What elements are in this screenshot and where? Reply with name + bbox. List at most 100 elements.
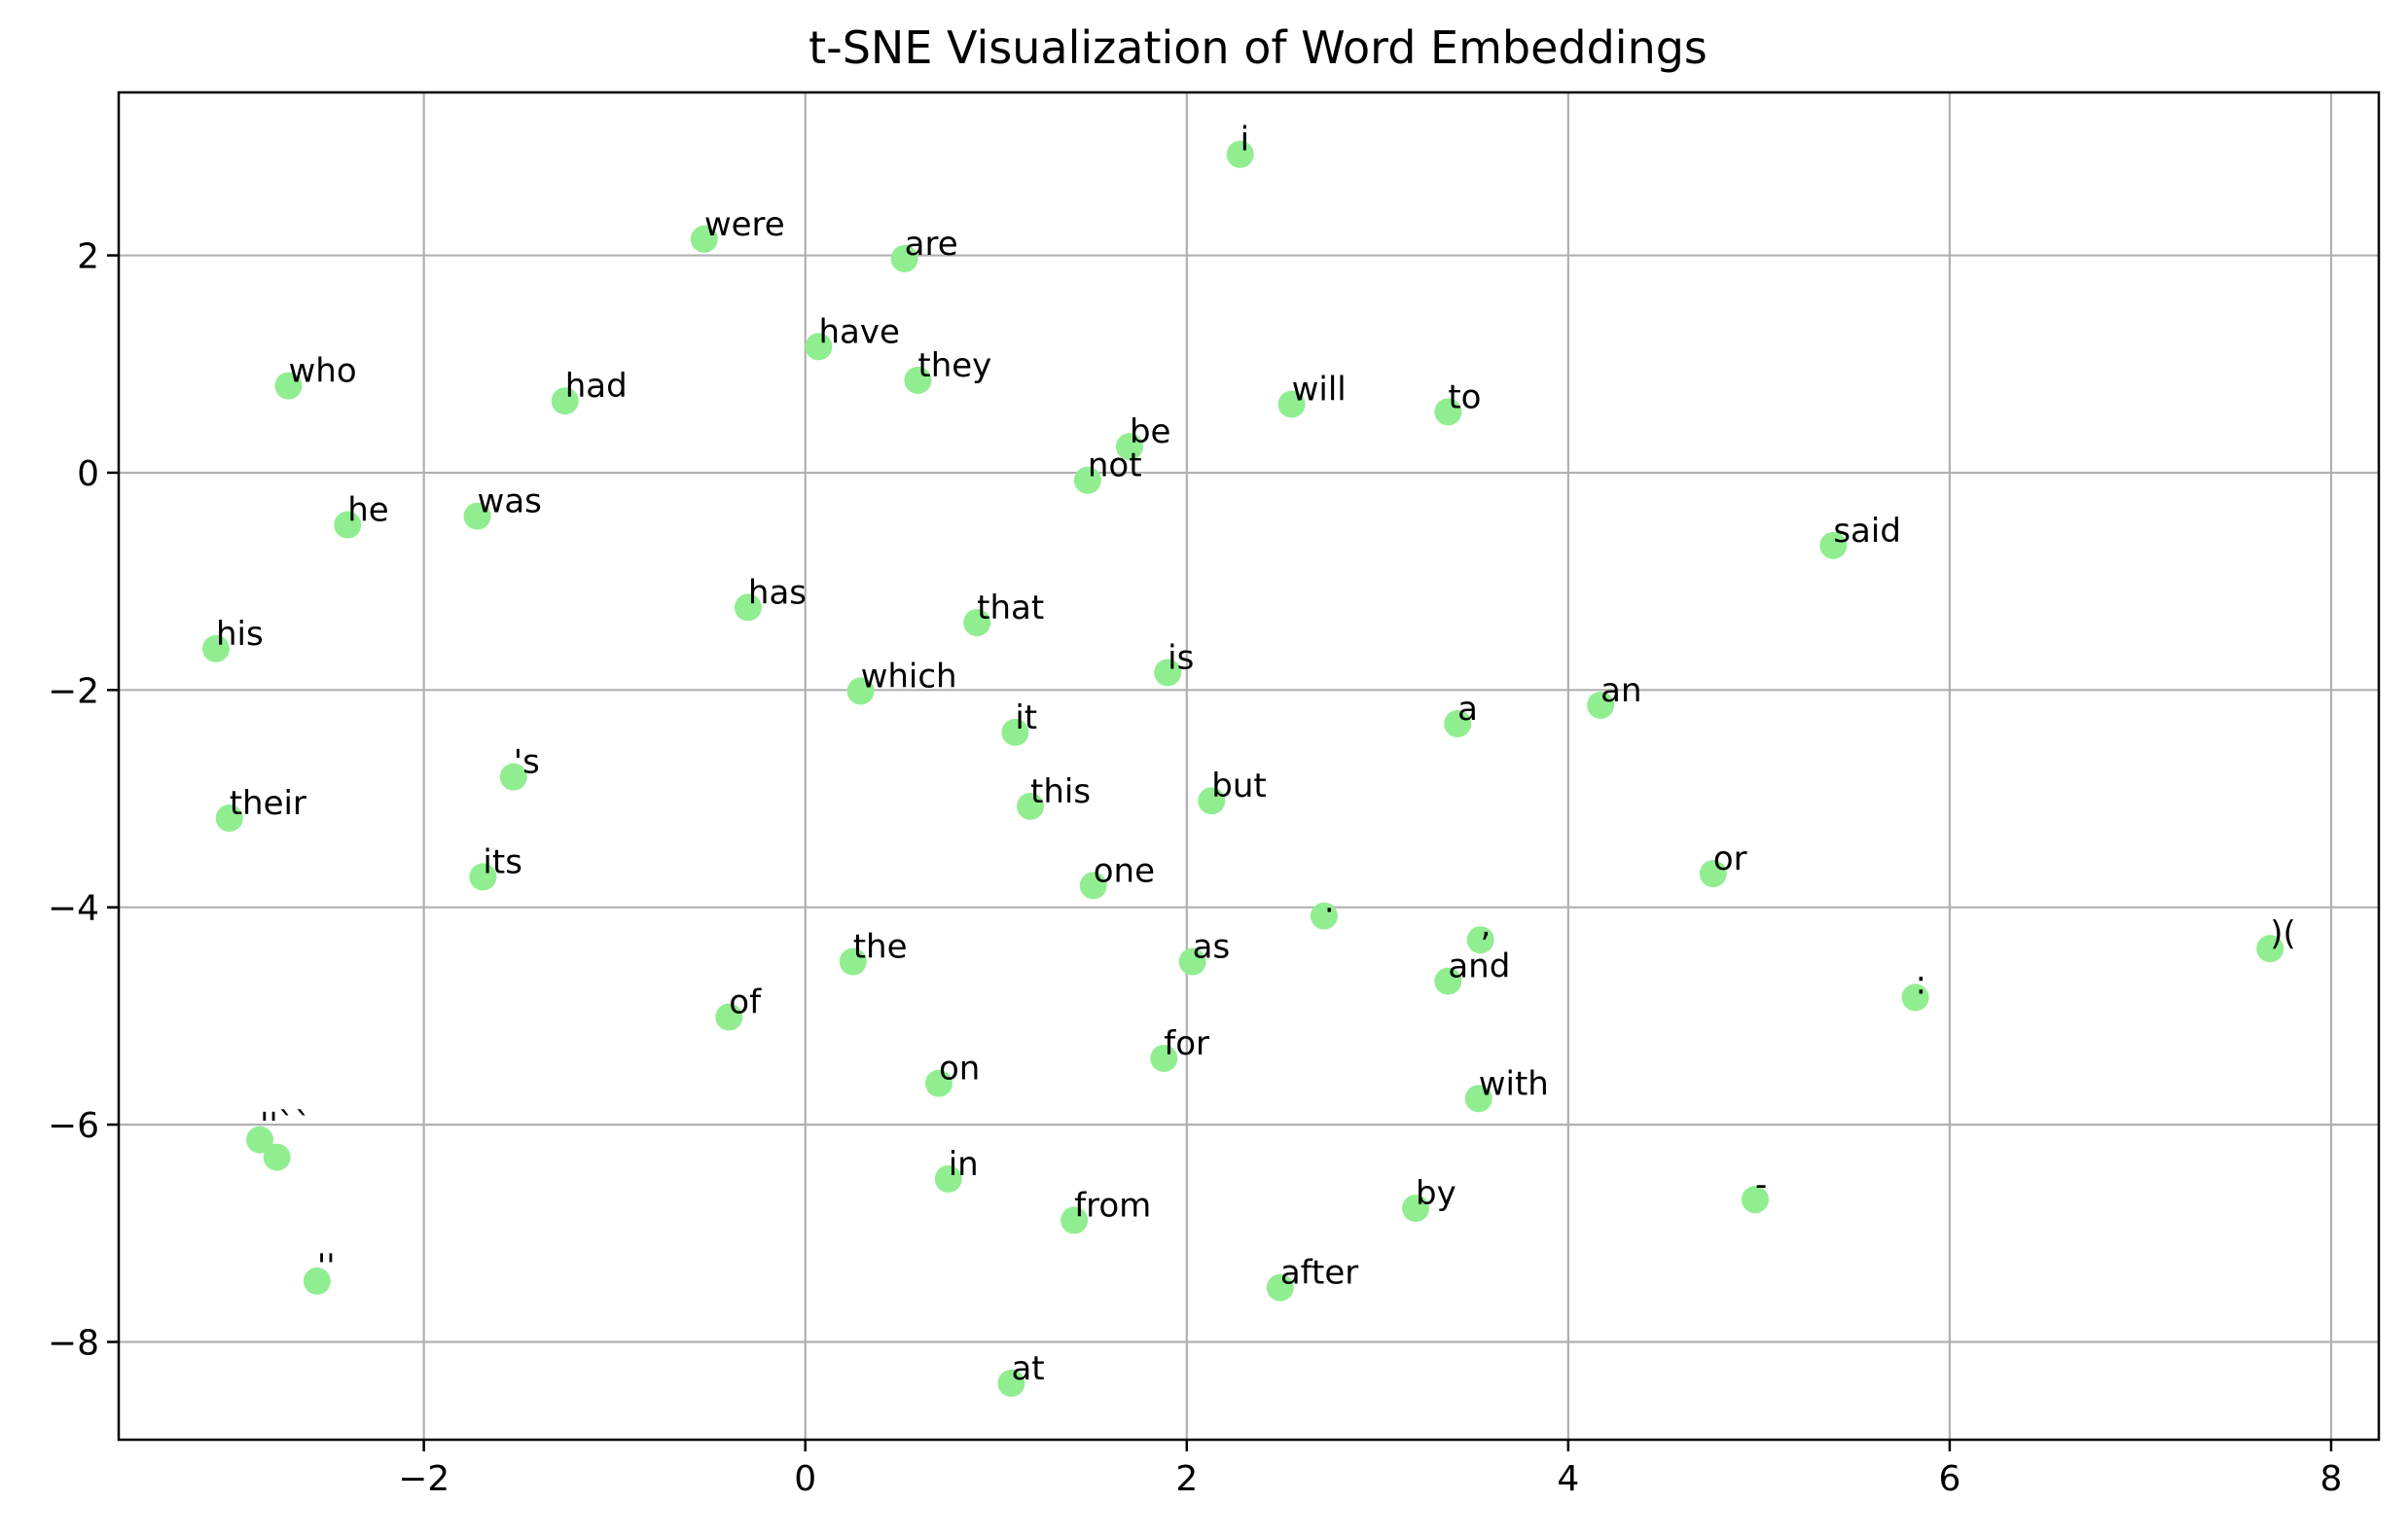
point-label: of: [729, 983, 762, 1022]
data-point: [1741, 1186, 1769, 1214]
point-label: i: [1240, 121, 1249, 160]
data-point: [715, 1003, 743, 1031]
point-label: ''``: [260, 1106, 311, 1145]
point-label: had: [565, 367, 628, 406]
point-label: their: [230, 784, 306, 823]
data-point: [997, 1369, 1025, 1397]
data-point: [1464, 1085, 1492, 1113]
data-point: [1444, 709, 1472, 737]
point-label: was: [478, 483, 542, 521]
x-tick-label: 4: [1557, 1459, 1579, 1499]
point-label: that: [977, 589, 1044, 627]
y-tick-label: −4: [48, 889, 99, 929]
point-label: they: [917, 346, 991, 385]
point-label: -: [1755, 1165, 1767, 1204]
y-tick-label: −2: [48, 671, 99, 711]
x-tick-label: 0: [794, 1459, 816, 1499]
point-label: not: [1088, 447, 1142, 485]
point-label: a: [1457, 690, 1478, 729]
point-label: 's: [514, 743, 540, 782]
tick-layer: −2 0 2 4 6 8 2 0 −2 −4 −6 −8: [48, 237, 2343, 1499]
x-tick-label: −2: [398, 1459, 449, 1499]
data-point: [246, 1126, 274, 1154]
chart-title: t-SNE Visualization of Word Embeddings: [809, 21, 1707, 74]
data-point: [303, 1267, 331, 1295]
point-label: were: [704, 205, 785, 244]
x-tick-label: 6: [1938, 1459, 1960, 1499]
data-point: [805, 333, 833, 361]
data-point: [1178, 947, 1206, 976]
grid-layer: [119, 92, 2379, 1440]
data-point: [1079, 872, 1107, 900]
y-tick-label: −6: [48, 1106, 99, 1146]
data-point: [201, 634, 230, 662]
data-point: [1198, 787, 1226, 815]
data-point: [215, 804, 243, 833]
data-point: [499, 763, 527, 791]
point-label: one: [1094, 851, 1155, 890]
data-point: [1434, 967, 1462, 995]
data-point: [1277, 390, 1306, 418]
data-point: [1434, 398, 1462, 426]
data-point: [904, 366, 932, 394]
data-point: [334, 511, 362, 539]
data-point: [1402, 1195, 1430, 1223]
y-tick-label: 2: [77, 237, 99, 277]
data-point: [1017, 792, 1045, 820]
data-point: [1115, 433, 1143, 461]
point-label: in: [949, 1145, 979, 1184]
data-point: [1901, 983, 1929, 1012]
data-point: [734, 593, 762, 622]
point-label: is: [1168, 638, 1194, 677]
point-label: :: [1916, 963, 1926, 1002]
data-point: [263, 1143, 291, 1171]
point-label: will: [1292, 371, 1347, 410]
point-label: who: [288, 352, 356, 391]
data-point: [1154, 659, 1182, 687]
point-label: as: [1193, 928, 1231, 967]
point-label: have: [818, 312, 899, 351]
point-label: .: [1324, 882, 1335, 921]
point-label: from: [1074, 1186, 1151, 1225]
data-point: [1150, 1044, 1178, 1072]
point-label: he: [347, 491, 388, 530]
point-label: )(: [2270, 914, 2296, 953]
data-point: [274, 372, 303, 400]
axes-frame: [117, 90, 2381, 1442]
data-point: [1073, 466, 1101, 494]
point-label: the: [853, 928, 908, 967]
point-label: ,: [1481, 906, 1492, 945]
y-tick-label: 0: [77, 454, 99, 494]
data-point: [1819, 531, 1848, 559]
data-point: [463, 502, 491, 530]
data-point: [1226, 140, 1254, 168]
x-tick-label: 8: [2320, 1459, 2343, 1499]
y-tick-label: −8: [48, 1323, 99, 1363]
point-label: and: [1448, 947, 1510, 986]
data-point: [1060, 1206, 1089, 1234]
point-label: or: [1713, 840, 1747, 878]
point-label: are: [905, 225, 958, 264]
point-label: for: [1164, 1024, 1209, 1063]
point-label: has: [748, 573, 807, 612]
points-layer: [201, 140, 2284, 1397]
data-point: [1466, 926, 1494, 954]
point-label: it: [1015, 698, 1037, 737]
point-label: an: [1600, 671, 1641, 710]
point-label: be: [1130, 412, 1171, 451]
data-point: [846, 677, 875, 705]
data-point: [839, 947, 867, 976]
point-label: by: [1416, 1174, 1456, 1213]
data-point: [890, 244, 918, 272]
point-label: which: [861, 657, 957, 696]
point-label: to: [1448, 377, 1481, 416]
data-point: [551, 387, 579, 415]
point-label: its: [483, 842, 521, 881]
data-point: [963, 609, 991, 637]
point-label: after: [1280, 1254, 1358, 1293]
point-label: his: [216, 615, 264, 654]
data-point: [924, 1069, 952, 1097]
